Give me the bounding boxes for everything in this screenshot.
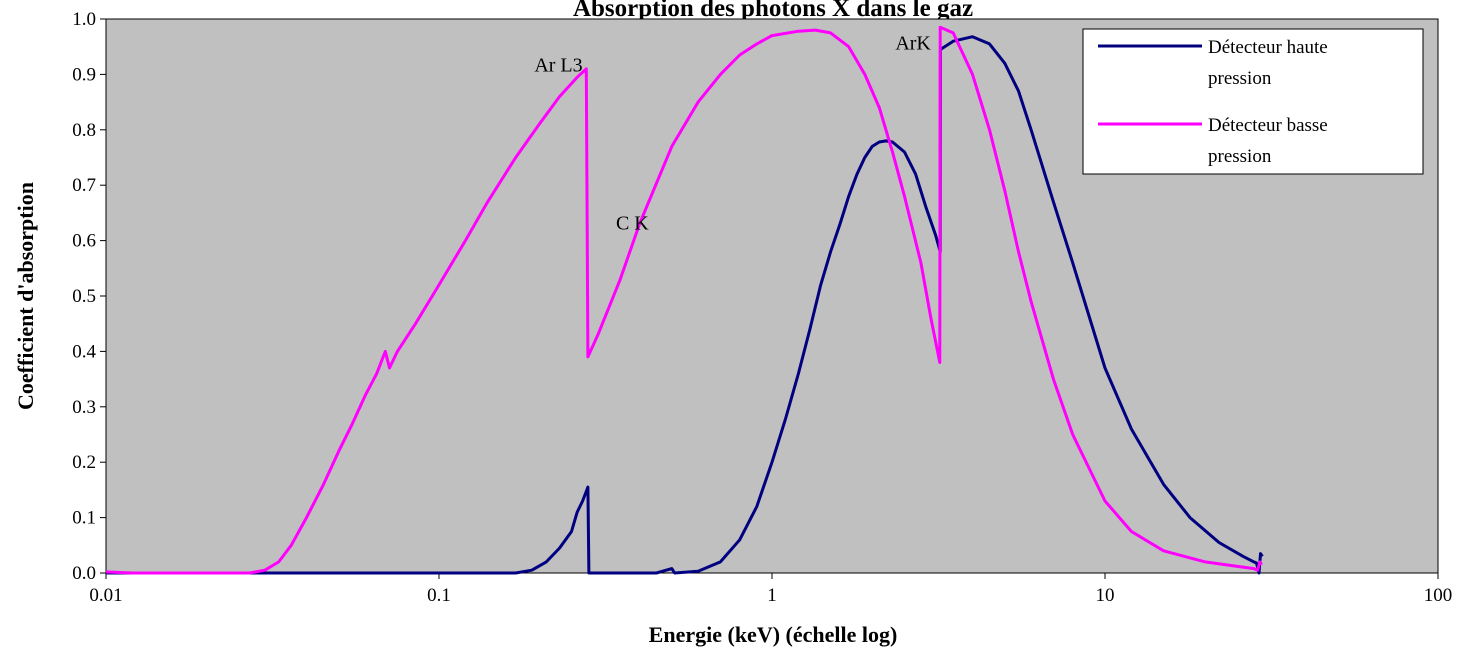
y-tick-label: 0.6	[72, 231, 96, 252]
y-tick-label: 0.5	[72, 286, 96, 307]
legend: Détecteur haute pression Détecteur basse…	[1082, 28, 1424, 175]
x-axis-title: Energie (keV) (échelle log)	[649, 622, 898, 647]
y-tick-label: 0.0	[72, 563, 96, 584]
y-tick-label: 0.8	[72, 120, 96, 141]
y-axis-title: Coefficient d'absorption	[13, 182, 38, 410]
y-tick-label: 1.0	[72, 9, 96, 30]
legend-label-basse-line1: Détecteur basse	[1208, 115, 1328, 136]
series-layer	[105, 25, 1264, 575]
y-tick-label: 0.2	[72, 452, 96, 473]
y-tick-label: 0.4	[72, 341, 96, 362]
annotation-label: C K	[616, 213, 649, 235]
x-tick-label: 10	[1096, 585, 1115, 606]
x-tick-label: 100	[1424, 585, 1453, 606]
y-axis-ticks: 0.0 0.1 0.2 0.3 0.4 0.5 0.6 0.7 0.8 0.9 1.0	[72, 9, 106, 584]
y-tick-label: 0.9	[72, 64, 96, 85]
y-tick-label: 0.1	[72, 508, 96, 529]
legend-label-basse-line2: pression	[1208, 146, 1272, 167]
x-tick-label: 0.1	[427, 585, 451, 606]
series-line-basse-pression	[105, 25, 1263, 575]
y-tick-label: 0.3	[72, 397, 96, 418]
chart-title: Absorption des photons X dans le gaz	[573, 0, 973, 22]
legend-label-haute-line2: pression	[1208, 68, 1272, 89]
annotation-layer: Ar L3 C K ArK	[534, 32, 931, 234]
legend-label-haute-line1: Détecteur haute	[1208, 37, 1328, 58]
legend-box	[1082, 28, 1424, 175]
y-tick-label: 0.7	[72, 175, 96, 196]
series-line-haute-pression	[106, 35, 1264, 575]
x-tick-label: 0.01	[89, 585, 122, 606]
x-tick-label: 1	[767, 585, 777, 606]
annotation-label: ArK	[895, 32, 931, 54]
annotation-label: Ar L3	[534, 55, 582, 77]
x-axis-ticks: 0.01 0.1 1 10 100	[89, 573, 1452, 606]
